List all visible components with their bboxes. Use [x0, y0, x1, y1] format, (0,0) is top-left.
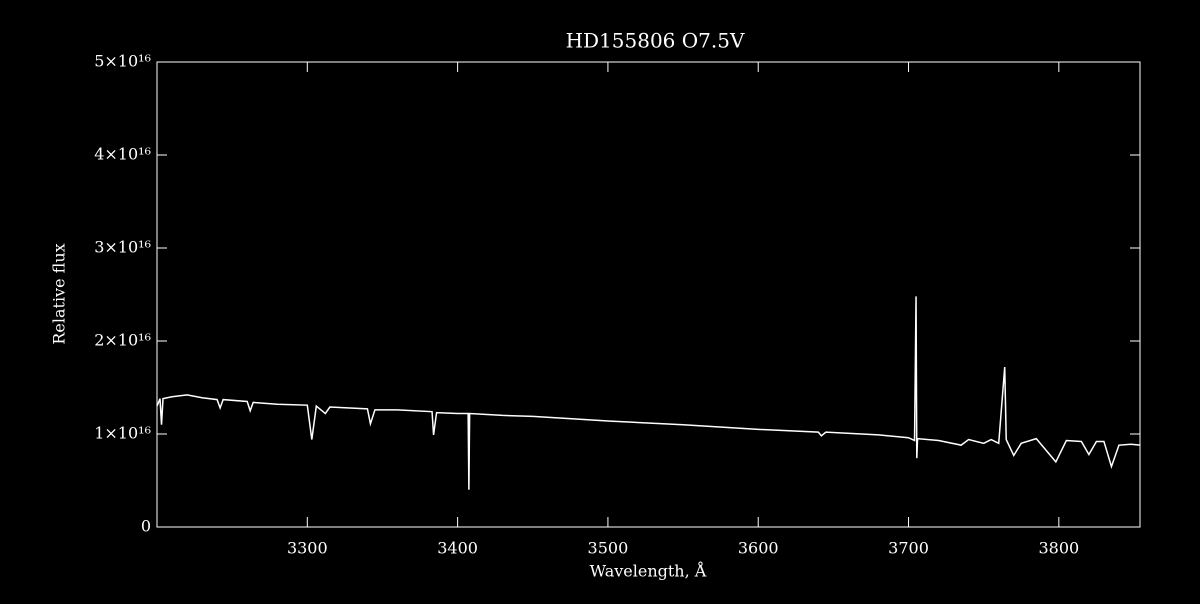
y-tick-label: 3×10¹⁶: [94, 238, 151, 257]
chart-title: HD155806 O7.5V: [566, 29, 745, 53]
plot-frame: [156, 61, 1141, 528]
y-tick-label: 1×10¹⁶: [94, 424, 151, 443]
y-axis-label: Relative flux: [50, 243, 69, 344]
x-tick-label: 3400: [437, 539, 478, 558]
spectrum-line: [156, 296, 1141, 490]
x-axis-label: Wavelength, Å: [590, 561, 707, 581]
y-tick-label: 4×10¹⁶: [94, 145, 151, 164]
x-tick-label: 3300: [287, 539, 328, 558]
x-tick-label: 3500: [588, 539, 629, 558]
x-tick-label: 3800: [1038, 539, 1079, 558]
y-tick-label: 2×10¹⁶: [94, 331, 151, 350]
x-tick-label: 3700: [888, 539, 929, 558]
y-tick-label: 5×10¹⁶: [94, 52, 151, 71]
x-tick-label: 3600: [738, 539, 779, 558]
y-tick-label: 0: [141, 517, 151, 536]
